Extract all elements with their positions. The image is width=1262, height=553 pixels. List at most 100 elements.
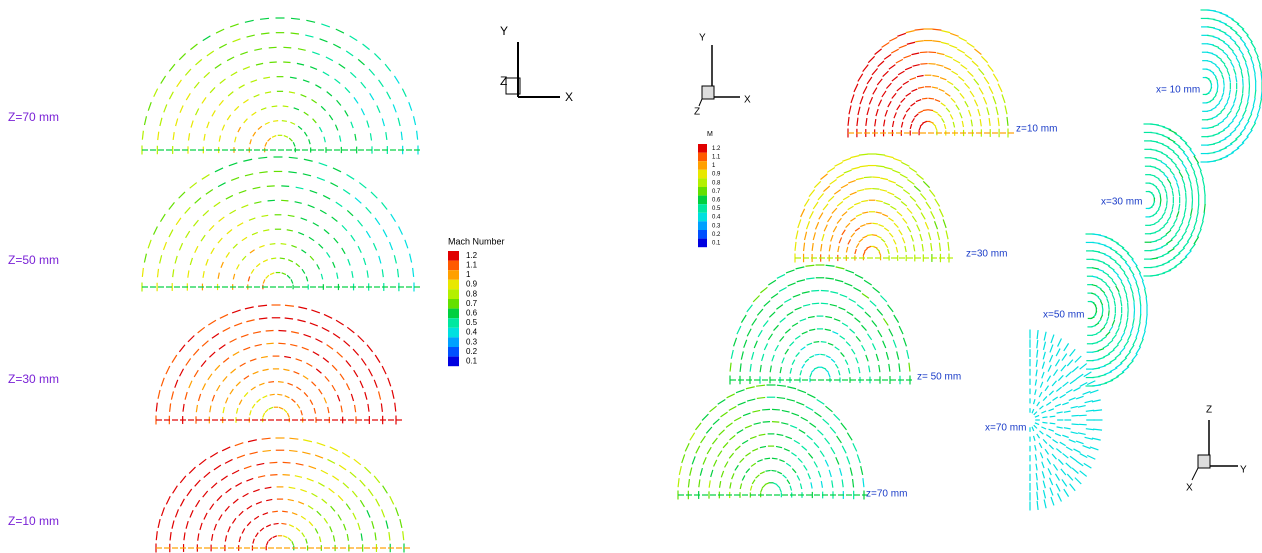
vector: [898, 229, 903, 236]
vector: [295, 263, 301, 268]
vector: [834, 279, 844, 283]
vector: [847, 205, 854, 211]
vector: [934, 99, 941, 103]
vector: [318, 162, 328, 167]
vector: [987, 64, 994, 73]
vector: [243, 346, 251, 351]
vector: [1048, 408, 1055, 412]
vector: [235, 482, 243, 487]
vector: [1103, 244, 1113, 249]
vector: [743, 339, 748, 348]
vector: [1079, 453, 1088, 459]
vector: [1242, 78, 1244, 86]
vector: [872, 222, 878, 225]
vector: [875, 165, 885, 168]
vector: [739, 457, 745, 464]
vector: [231, 517, 237, 524]
vector: [885, 351, 890, 360]
vector: [220, 475, 228, 481]
vector: [718, 480, 722, 488]
vector: [906, 207, 913, 214]
vector: [883, 201, 891, 206]
vector: [1042, 421, 1048, 424]
vector: [1034, 379, 1038, 386]
vector: [837, 370, 841, 376]
vector: [887, 248, 890, 255]
vector: [171, 354, 178, 363]
vector: [386, 91, 392, 100]
vector: [1193, 171, 1198, 181]
vector: [805, 221, 811, 230]
vector: [1084, 436, 1093, 440]
vector: [1069, 378, 1077, 385]
vector: [778, 286, 787, 292]
vector: [1247, 94, 1250, 103]
colorbar-label: 1.2: [466, 251, 478, 260]
vector: [791, 468, 797, 474]
vector: [833, 318, 841, 322]
vector: [298, 306, 308, 310]
vector: [905, 30, 915, 34]
vector: [277, 393, 283, 396]
vector: [762, 420, 771, 423]
vector: [1065, 371, 1072, 378]
vector: [732, 337, 738, 347]
vector: [787, 282, 796, 287]
vector: [242, 66, 251, 70]
colorbar-band: [448, 260, 459, 271]
vector: [227, 91, 234, 97]
vector: [264, 91, 272, 94]
vector: [252, 186, 261, 190]
vector: [932, 110, 938, 114]
vector: [1137, 321, 1141, 331]
vector: [174, 509, 179, 518]
vector: [307, 505, 314, 510]
vector: [1154, 175, 1160, 180]
colorbar-band: [698, 187, 707, 196]
vector: [1109, 247, 1118, 253]
vector: [896, 211, 903, 217]
vector: [1154, 167, 1161, 171]
vector: [1112, 344, 1119, 351]
vector: [906, 225, 912, 233]
axis-label: X: [744, 95, 751, 106]
vector: [1050, 334, 1055, 344]
vector: [1246, 34, 1253, 43]
vector: [973, 48, 982, 55]
vector: [320, 469, 329, 475]
vector: [1049, 487, 1054, 496]
vector: [884, 155, 894, 159]
vector: [1233, 97, 1237, 104]
vector: [1254, 73, 1257, 83]
vector: [305, 538, 308, 544]
vector: [885, 82, 892, 89]
vector: [353, 458, 362, 466]
vector: [328, 114, 334, 121]
vector: [717, 450, 723, 458]
vector: [1107, 310, 1110, 316]
vector: [833, 413, 841, 421]
vector: [225, 251, 230, 258]
vector: [1046, 458, 1052, 465]
vector: [338, 135, 342, 142]
vector: [1120, 313, 1123, 321]
vector: [859, 165, 869, 168]
vector: [153, 88, 159, 98]
vector: [1043, 499, 1047, 509]
vector: [1227, 120, 1234, 127]
vector: [919, 122, 924, 127]
vector: [817, 470, 822, 478]
vector: [677, 478, 680, 488]
plot-label: x=50 mm: [1043, 310, 1084, 321]
vector: [860, 466, 864, 476]
vector: [354, 197, 362, 204]
vector: [341, 224, 348, 232]
vector: [749, 435, 757, 440]
vector: [170, 391, 175, 400]
vector: [416, 130, 419, 140]
vector: [1102, 353, 1111, 358]
vector: [866, 76, 873, 85]
vector: [875, 211, 882, 214]
vector: [244, 306, 254, 310]
vector: [717, 398, 726, 405]
